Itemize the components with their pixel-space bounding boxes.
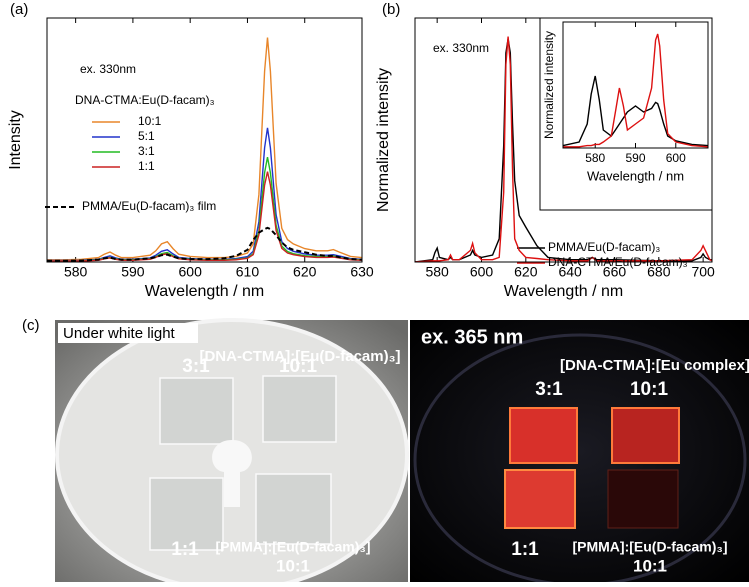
x-tick-label: 700 bbox=[691, 264, 715, 280]
annotation: ex. 330nm bbox=[80, 62, 136, 76]
film bbox=[159, 377, 234, 445]
y-axis-label: Normalized intensity bbox=[542, 31, 556, 139]
x-tick-label: 580 bbox=[64, 264, 88, 280]
film bbox=[504, 469, 576, 529]
x-tick-label: 600 bbox=[666, 151, 686, 165]
plot-frame bbox=[562, 21, 709, 149]
ratio-label: 1:1 bbox=[511, 539, 539, 560]
legend-title: DNA-CTMA:Eu(D-facam)₃ bbox=[75, 93, 215, 107]
caption: Under white light bbox=[63, 325, 176, 342]
charts: 580 590 600 610 620 630 10:15:13:11:1 PMMA/Eu(D… bbox=[7, 1, 715, 300]
y-axis-label: Normalized intensity bbox=[375, 68, 392, 212]
panel-label: (b) bbox=[382, 1, 400, 18]
film bbox=[509, 407, 578, 464]
legend-label: 5:1 bbox=[138, 129, 155, 143]
ratio-label: 3:1 bbox=[182, 356, 210, 377]
x-tick-label: 640 bbox=[558, 264, 582, 280]
footer: [PMMA]:[Eu(D-facam)₃] bbox=[572, 539, 727, 555]
legend-label: PMMA/Eu(D-facam)₃ bbox=[548, 240, 660, 254]
ratio-label: 3:1 bbox=[535, 379, 563, 400]
header: [DNA-CTMA]:[Eu(D-facam)₃] bbox=[199, 348, 400, 365]
x-axis-label: Wavelength / nm bbox=[145, 283, 264, 300]
x-tick-label: 600 bbox=[470, 264, 494, 280]
panel-label: (a) bbox=[10, 1, 28, 18]
x-tick-label: 590 bbox=[121, 264, 145, 280]
y-axis-label: Intensity bbox=[7, 110, 24, 170]
header: [DNA-CTMA]:[Eu complex] bbox=[560, 357, 749, 374]
x-tick-label: 600 bbox=[179, 264, 203, 280]
legend-label: 3:1 bbox=[138, 144, 155, 158]
footer: [PMMA]:[Eu(D-facam)₃] bbox=[215, 539, 370, 555]
photo-uv: ex. 365 nm [DNA-CTMA]:[Eu complex] 3:1 1… bbox=[410, 320, 749, 587]
x-tick-label: 620 bbox=[293, 264, 317, 280]
x-axis-label: Wavelength / nm bbox=[504, 283, 623, 300]
ratio-label: 1:1 bbox=[171, 539, 199, 560]
x-tick-label: 610 bbox=[236, 264, 260, 280]
photo-bg bbox=[410, 320, 749, 582]
plot-frame bbox=[46, 17, 363, 263]
caption-box bbox=[58, 323, 198, 343]
film bbox=[611, 407, 680, 464]
legend-label: PMMA/Eu(D-facam)₃ film bbox=[82, 199, 216, 213]
spectrum-line bbox=[415, 36, 712, 262]
x-tick-label: 660 bbox=[603, 264, 627, 280]
ratio-label: 10:1 bbox=[279, 356, 317, 377]
stand bbox=[212, 440, 252, 507]
x-axis-label: Wavelength / nm bbox=[587, 168, 684, 183]
spectrum-line bbox=[47, 127, 362, 262]
x-tick-label: 580 bbox=[425, 264, 449, 280]
panel-label: (c) bbox=[22, 317, 40, 334]
spectrum-line bbox=[47, 171, 362, 262]
x-tick-label: 580 bbox=[585, 151, 605, 165]
photo-white-light: Under white light [DNA-CTMA]:[Eu(D-facam… bbox=[55, 318, 409, 587]
film bbox=[149, 477, 224, 551]
caption: ex. 365 nm bbox=[421, 326, 523, 348]
spectrum-line bbox=[47, 226, 362, 262]
film bbox=[262, 375, 337, 443]
ratio-label: 10:1 bbox=[630, 379, 668, 400]
x-tick-label: 620 bbox=[514, 264, 538, 280]
x-tick-label: 680 bbox=[647, 264, 671, 280]
legend-label: 1:1 bbox=[138, 159, 155, 173]
spectrum-line bbox=[563, 33, 708, 148]
legend-label: 10:1 bbox=[138, 114, 162, 128]
footer-ratio: 10:1 bbox=[276, 556, 310, 575]
spectrum-line bbox=[563, 75, 708, 147]
x-tick-label: 590 bbox=[625, 151, 645, 165]
film bbox=[607, 469, 679, 529]
footer-ratio: 10:1 bbox=[633, 556, 667, 575]
film bbox=[255, 473, 332, 545]
x-tick-label: 630 bbox=[350, 264, 374, 280]
annotation: ex. 330nm bbox=[433, 41, 489, 55]
